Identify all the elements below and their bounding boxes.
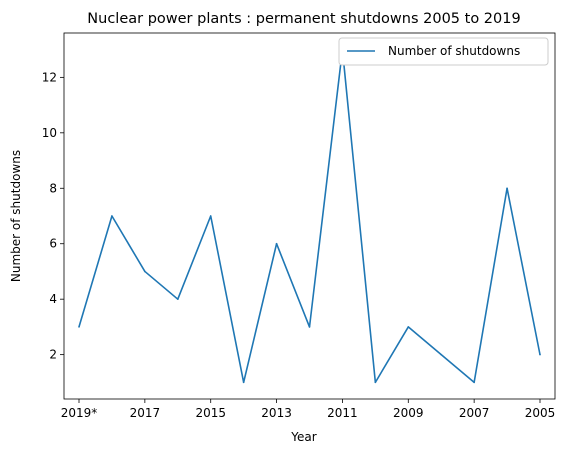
x-tick-label: 2009 (393, 406, 424, 420)
data-point (440, 353, 443, 356)
x-tick-label: 2017 (130, 406, 161, 420)
x-tick-label: 2005 (525, 406, 556, 420)
data-point (374, 381, 377, 384)
x-axis-ticks: 2019* 2017 2015 2013 2011 2009 2007 2005 (61, 399, 556, 420)
y-tick-label: 2 (49, 348, 57, 362)
data-point (308, 326, 311, 328)
y-axis-label: Number of shutdowns (9, 150, 23, 282)
x-tick-label: 2007 (459, 406, 490, 420)
x-tick-label: 2013 (261, 406, 292, 420)
y-tick-label: 8 (49, 181, 57, 195)
data-point (539, 353, 541, 356)
data-point (209, 215, 212, 217)
legend-label: Number of shutdowns (388, 44, 520, 58)
x-tick-label: 2011 (327, 406, 358, 420)
y-tick-label: 4 (49, 292, 57, 306)
data-point (407, 326, 410, 328)
y-tick-label: 12 (42, 70, 57, 84)
y-tick-label: 10 (42, 126, 57, 140)
y-tick-label: 6 (49, 237, 57, 251)
chart-title: Nuclear power plants : permanent shutdow… (87, 11, 520, 27)
data-point (242, 381, 245, 384)
series-line (78, 48, 541, 384)
data-point (78, 326, 80, 328)
data-point (176, 298, 179, 300)
data-point (111, 215, 113, 217)
series-layer (78, 48, 541, 384)
x-axis-label: Year (290, 430, 316, 444)
data-point (506, 187, 508, 190)
data-point (275, 242, 278, 245)
legend-box (338, 37, 549, 66)
x-tick-label: 2019* (61, 406, 98, 420)
plot-frame (63, 32, 556, 400)
x-tick-label: 2015 (195, 406, 226, 420)
data-point (144, 270, 146, 273)
legend: Number of shutdowns (338, 37, 549, 66)
y-axis-ticks: 2 4 6 8 10 12 (42, 70, 64, 362)
data-point (473, 381, 475, 384)
